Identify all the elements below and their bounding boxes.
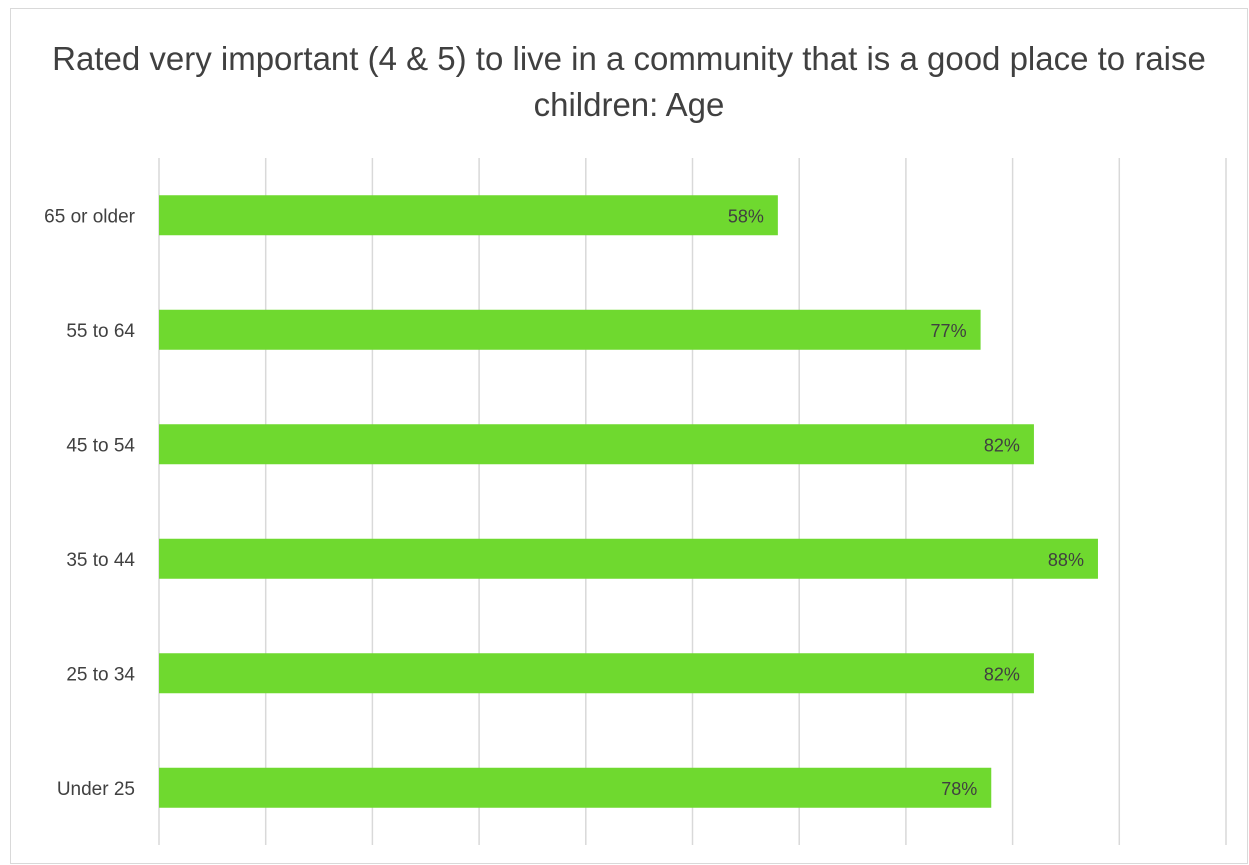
- category-label: Under 25: [57, 779, 135, 800]
- data-label: 82%: [984, 664, 1020, 684]
- gridlines: [158, 158, 1227, 845]
- chart-title: Rated very important (4 & 5) to live in …: [52, 40, 1206, 123]
- category-labels: 65 or older 55 to 64 45 to 54 35 to 44 25 to…: [44, 206, 136, 800]
- bar: [159, 538, 1098, 579]
- data-label: 77%: [931, 321, 967, 341]
- category-label: 65 or older: [44, 206, 136, 227]
- bar: [159, 424, 1034, 465]
- bar: [159, 309, 981, 350]
- bar: [159, 653, 1034, 694]
- category-label: 55 to 64: [66, 321, 135, 342]
- category-label: 25 to 34: [66, 664, 135, 685]
- data-label: 78%: [941, 779, 977, 799]
- category-label: 35 to 44: [66, 550, 135, 571]
- bar: [159, 195, 778, 236]
- data-label: 88%: [1048, 550, 1084, 570]
- bar: [159, 767, 992, 808]
- data-label: 82%: [984, 435, 1020, 455]
- bars: [159, 195, 1098, 808]
- category-label: 45 to 54: [66, 435, 135, 456]
- data-labels: 58% 77% 82% 88% 82% 78%: [728, 206, 1084, 799]
- data-label: 58%: [728, 206, 764, 226]
